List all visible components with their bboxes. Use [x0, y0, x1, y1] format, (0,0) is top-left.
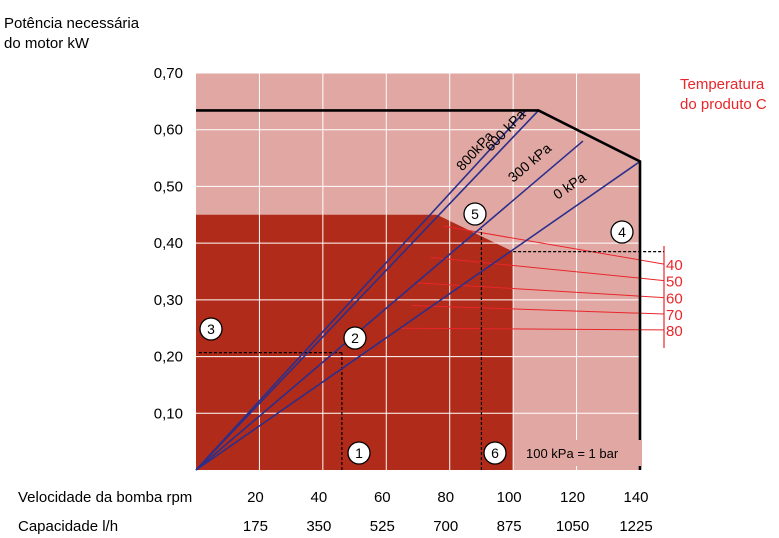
- marker-label: 4: [618, 224, 626, 240]
- x-tick-label: 80: [437, 489, 454, 506]
- series-line: [195, 160, 641, 471]
- capacity-axis-label: Capacidade l/h: [18, 518, 118, 535]
- capacity-tick-label: 1225: [619, 518, 652, 535]
- y-axis-label-line1: Potência necessária: [4, 15, 140, 32]
- y-axis-label-line2: do motor kW: [4, 35, 90, 52]
- series-line: [195, 140, 584, 471]
- temperature-label: 50: [666, 274, 683, 291]
- temperature-label: 80: [666, 323, 683, 340]
- y-tick-label: 0,60: [154, 122, 183, 139]
- marker-circle: [343, 326, 367, 350]
- x-tick-label: 40: [311, 489, 328, 506]
- marker-3: 3: [199, 317, 223, 341]
- y-tick-labels: 0,10 0,20 0,30 0,40 0,50 0,60 0,70: [154, 65, 183, 422]
- marker-circle: [347, 441, 371, 465]
- temperature-label: 40: [666, 257, 683, 274]
- series-line: [195, 109, 540, 471]
- legend-title-line2: do produto C: [680, 96, 767, 113]
- capacity-tick-label: 175: [243, 518, 268, 535]
- step-markers: 1 2 3 4 5 6: [199, 202, 634, 465]
- temperature-label: 70: [666, 307, 683, 324]
- temperature-line-50: [430, 256, 665, 282]
- temperature-line-60: [417, 282, 665, 299]
- capacity-tick-label: 875: [497, 518, 522, 535]
- y-tick-label: 0,30: [154, 292, 183, 309]
- x-tick-label: 60: [374, 489, 391, 506]
- marker-6: 6: [483, 441, 507, 465]
- temperature-line-80: [398, 327, 665, 331]
- marker-label: 1: [355, 445, 363, 461]
- x-tick-label: 100: [497, 489, 522, 506]
- y-tick-label: 0,20: [154, 349, 183, 366]
- marker-label: 6: [491, 445, 499, 461]
- temperature-label: 60: [666, 291, 683, 308]
- capacity-tick-label: 350: [306, 518, 331, 535]
- capacity-tick-label: 1050: [556, 518, 589, 535]
- y-tick-label: 0,10: [154, 405, 183, 422]
- x-tick-label: 140: [623, 489, 648, 506]
- note-box: [520, 440, 642, 466]
- max-power-boundary: [196, 109, 642, 470]
- capacity-tick-label: 700: [433, 518, 458, 535]
- marker-circle: [610, 220, 634, 244]
- marker-5: 5: [463, 202, 487, 226]
- capacity-tick-labels: 175 350 525 700 875 1050 1225: [243, 518, 653, 535]
- x-axis-label: Velocidade da bomba rpm: [18, 489, 192, 506]
- y-tick-label: 0,70: [154, 65, 183, 82]
- temperature-lines: [398, 225, 665, 349]
- temperature-line-40: [443, 225, 665, 265]
- legend-title-line1: Temperatura: [680, 76, 765, 93]
- marker-2: 2: [343, 326, 367, 350]
- unit-note: 100 kPa = 1 bar: [526, 446, 619, 461]
- marker-circle: [463, 202, 487, 226]
- series-line: [195, 109, 527, 471]
- marker-4: 4: [610, 220, 634, 244]
- y-tick-label: 0,40: [154, 235, 183, 252]
- marker-circle: [199, 317, 223, 341]
- capacity-tick-label: 525: [370, 518, 395, 535]
- marker-label: 5: [471, 206, 479, 222]
- x-tick-label: 120: [560, 489, 585, 506]
- marker-label: 3: [207, 321, 215, 337]
- y-tick-label: 0,50: [154, 178, 183, 195]
- marker-1: 1: [347, 441, 371, 465]
- x-tick-labels: 20 40 60 80 100 120 140: [247, 489, 648, 506]
- marker-label: 2: [351, 330, 359, 346]
- pressure-series: [195, 109, 641, 471]
- temperature-line-70: [411, 305, 665, 315]
- x-tick-label: 20: [247, 489, 264, 506]
- marker-circle: [483, 441, 507, 465]
